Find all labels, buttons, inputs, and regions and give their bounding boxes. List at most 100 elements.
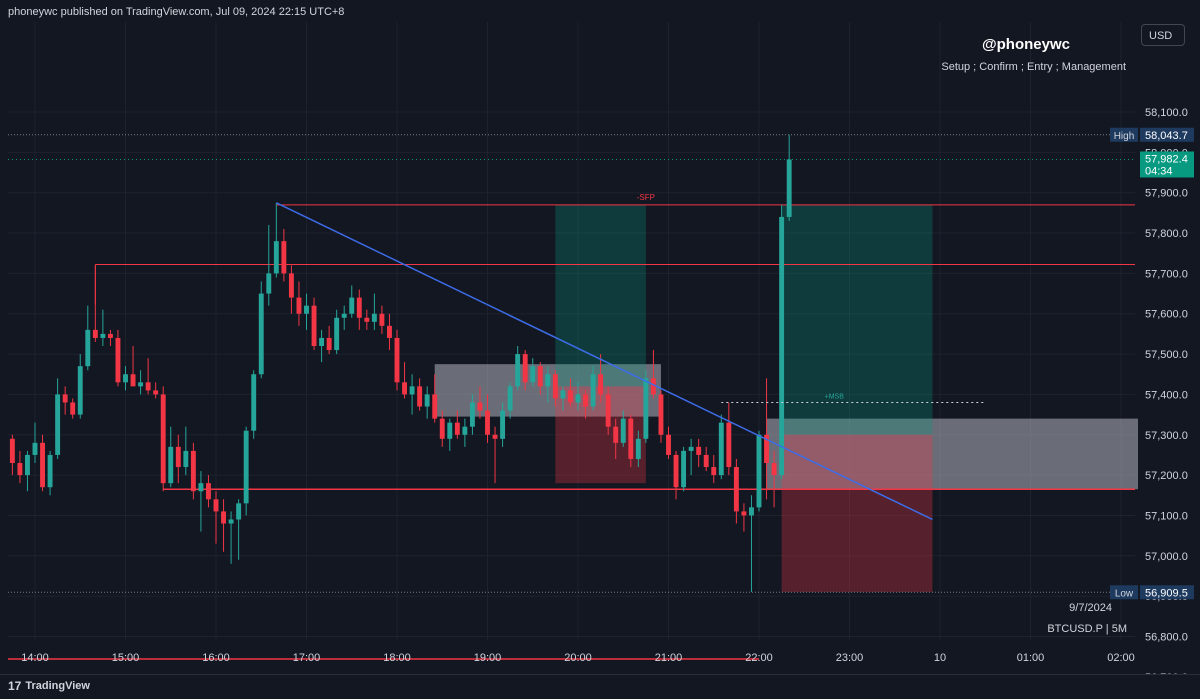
candle-body bbox=[319, 337, 325, 347]
candle-body bbox=[439, 418, 445, 439]
candle-body bbox=[25, 454, 30, 476]
candle bbox=[198, 471, 204, 532]
candle-body bbox=[424, 394, 430, 407]
candle bbox=[726, 402, 732, 476]
candle bbox=[469, 394, 475, 435]
candle-body bbox=[605, 394, 611, 427]
candle bbox=[273, 202, 279, 278]
candle-body bbox=[371, 313, 377, 322]
candle bbox=[296, 281, 302, 326]
candle bbox=[583, 390, 588, 419]
candle bbox=[123, 366, 128, 391]
candle-body bbox=[696, 446, 702, 455]
candle-body bbox=[492, 434, 498, 439]
candle-body bbox=[741, 511, 747, 516]
candle-body bbox=[77, 366, 83, 415]
candle-body bbox=[349, 297, 355, 314]
candle bbox=[153, 382, 159, 399]
candle bbox=[718, 414, 724, 480]
candle bbox=[17, 450, 23, 484]
candle bbox=[786, 134, 792, 221]
long-target-zone bbox=[781, 204, 933, 435]
candle-body bbox=[190, 450, 196, 492]
candle-body bbox=[500, 410, 506, 439]
candle bbox=[288, 265, 294, 314]
candle bbox=[168, 426, 174, 488]
msb-label: +MSB bbox=[825, 393, 845, 400]
candle-body bbox=[477, 402, 483, 411]
candle-body bbox=[311, 305, 317, 347]
candle bbox=[560, 386, 566, 411]
candle bbox=[779, 204, 785, 480]
candle bbox=[409, 374, 415, 415]
candle-body bbox=[786, 159, 792, 217]
candle bbox=[107, 329, 113, 347]
candlestick-chart[interactable]: -SFP+MSB 56,700.056,800.056,900.057,000.… bbox=[0, 0, 1200, 674]
candle-body bbox=[198, 483, 204, 492]
candle-body bbox=[552, 374, 558, 399]
candle-body bbox=[643, 378, 649, 439]
candle-body bbox=[387, 325, 392, 338]
candle bbox=[190, 442, 196, 500]
candle bbox=[356, 289, 362, 330]
x-tick-label: 17:00 bbox=[293, 652, 321, 664]
candle bbox=[605, 386, 611, 435]
y-tick-label: 57,200.0 bbox=[1145, 470, 1188, 482]
candle bbox=[40, 434, 45, 492]
candle bbox=[447, 418, 453, 451]
current-price-value: 57,982.4 bbox=[1145, 153, 1188, 165]
published-header: phoneywc published on TradingView.com, J… bbox=[8, 6, 345, 18]
candle-body bbox=[711, 467, 717, 476]
long-stop-zone bbox=[781, 434, 933, 593]
candle bbox=[138, 370, 144, 395]
candle-body bbox=[764, 434, 769, 463]
tradingview-logo[interactable]: 17 TradingView bbox=[8, 679, 90, 693]
candle bbox=[500, 402, 506, 447]
candle bbox=[319, 329, 325, 363]
candle-body bbox=[379, 313, 385, 326]
candle-body bbox=[771, 462, 777, 476]
candle bbox=[77, 354, 83, 419]
candle bbox=[711, 454, 717, 484]
high-label-box bbox=[1110, 127, 1138, 142]
candle-body bbox=[281, 241, 287, 274]
candle-body bbox=[32, 442, 38, 455]
x-tick-label: 10 bbox=[934, 652, 946, 664]
candle bbox=[281, 229, 287, 282]
candle-body bbox=[537, 366, 543, 387]
candle bbox=[100, 309, 106, 347]
candle-body bbox=[266, 273, 272, 294]
low-label-box bbox=[1110, 585, 1138, 600]
candle-body bbox=[334, 317, 340, 351]
x-tick-label: 01:00 bbox=[1017, 652, 1045, 664]
candle bbox=[462, 418, 468, 447]
candle-body bbox=[221, 511, 226, 524]
candle bbox=[364, 309, 370, 330]
price-axis: 56,700.056,800.056,900.057,000.057,100.0… bbox=[1110, 107, 1194, 674]
candle-body bbox=[123, 374, 128, 383]
candle-body bbox=[454, 422, 460, 435]
y-tick-label: 57,500.0 bbox=[1145, 349, 1188, 361]
candle-body bbox=[673, 454, 679, 488]
candle bbox=[696, 438, 702, 468]
candle-body bbox=[583, 394, 588, 407]
tradingview-logo-text: TradingView bbox=[25, 680, 90, 692]
position-zones bbox=[434, 204, 1138, 593]
candle bbox=[70, 398, 76, 419]
candle bbox=[733, 458, 739, 524]
candle-body bbox=[749, 507, 754, 516]
candle bbox=[681, 446, 687, 492]
candle bbox=[183, 426, 189, 476]
candle-body bbox=[726, 422, 732, 468]
candle bbox=[658, 390, 664, 443]
high-label: High bbox=[1114, 131, 1135, 142]
candle-body bbox=[47, 454, 53, 488]
high-value-box bbox=[1140, 127, 1194, 142]
candle-body bbox=[228, 519, 234, 524]
candle-body bbox=[175, 446, 181, 468]
candle-body bbox=[545, 374, 551, 387]
candle-body bbox=[417, 386, 423, 407]
currency-button[interactable]: USD bbox=[1141, 24, 1185, 46]
candle bbox=[688, 438, 694, 476]
candle bbox=[379, 305, 385, 334]
